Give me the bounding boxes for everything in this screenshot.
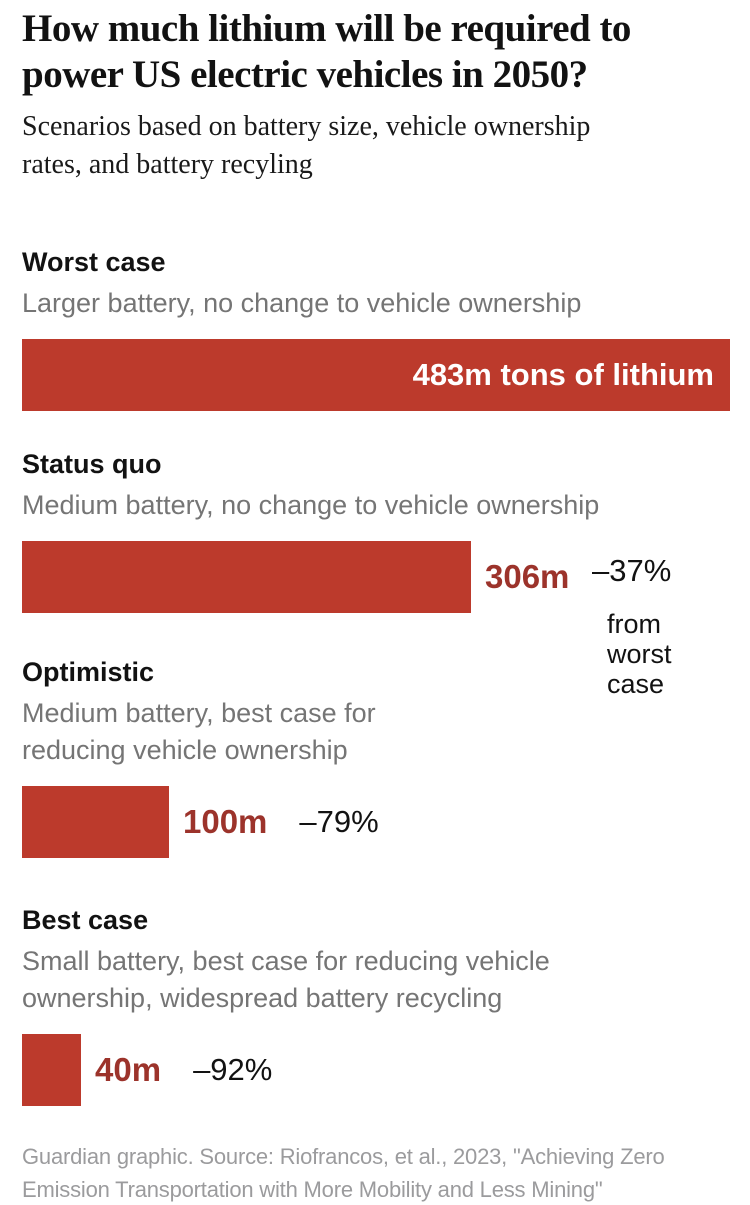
scenario-description: Medium battery, no change to vehicle own… bbox=[22, 487, 730, 524]
scenario-best-case: Best case Small battery, best case for r… bbox=[22, 904, 730, 1106]
bar-value-label: 483m tons of lithium bbox=[412, 357, 714, 392]
scenario-description-line: Small battery, best case for reducing ve… bbox=[22, 946, 550, 976]
chart-subtitle-line-1: Scenarios based on battery size, vehicle… bbox=[22, 111, 591, 142]
chart-title: How much lithium will be required to pow… bbox=[22, 6, 734, 98]
value-bar-worst-case: 483m tons of lithium bbox=[22, 339, 730, 411]
percent-change-qualifier: from worst case bbox=[592, 609, 732, 699]
scenario-heading: Worst case bbox=[22, 247, 166, 277]
scenario-heading: Optimistic bbox=[22, 657, 155, 687]
value-bar-best-case bbox=[22, 1034, 81, 1106]
scenario-status-quo: Status quo Medium battery, no change to … bbox=[22, 448, 730, 613]
scenario-description: Small battery, best case for reducing ve… bbox=[22, 943, 730, 1017]
scenario-description-line: Larger battery, no change to vehicle own… bbox=[22, 288, 582, 318]
scenario-optimistic: Optimistic Medium battery, best case for… bbox=[22, 656, 730, 858]
percent-change-note: –37% from worst case bbox=[592, 553, 732, 700]
scenario-description-line: ownership, widespread battery recycling bbox=[22, 983, 503, 1013]
percent-change-label: –92% bbox=[193, 1052, 273, 1087]
chart-title-line-1: How much lithium will be required to bbox=[22, 7, 631, 50]
bar-value-label: 306m bbox=[485, 558, 570, 595]
bar-value-label: 100m bbox=[183, 803, 268, 840]
source-caption: Guardian graphic. Source: Riofrancos, et… bbox=[22, 1140, 750, 1205]
chart-subtitle-line-2: rates, and battery recyling bbox=[22, 149, 313, 180]
scenario-description: Larger battery, no change to vehicle own… bbox=[22, 285, 730, 322]
chart-title-line-2: power US electric vehicles in 2050? bbox=[22, 53, 588, 96]
percent-change-label: –79% bbox=[299, 804, 379, 839]
bar-row: 483m tons of lithium bbox=[22, 339, 730, 411]
bar-value-label: 40m bbox=[95, 1051, 162, 1088]
value-bar-status-quo bbox=[22, 541, 471, 613]
qualifier-line: from bbox=[607, 609, 661, 639]
bar-row: 306m bbox=[22, 541, 730, 613]
value-bar-optimistic bbox=[22, 786, 169, 858]
scenario-worst-case: Worst case Larger battery, no change to … bbox=[22, 246, 730, 411]
qualifier-line: case bbox=[607, 669, 665, 699]
bar-row: 40m –92% bbox=[22, 1034, 730, 1106]
source-caption-line: Emission Transportation with More Mobili… bbox=[22, 1177, 603, 1202]
percent-change-label: –37% bbox=[592, 553, 672, 588]
chart-subtitle: Scenarios based on battery size, vehicle… bbox=[22, 108, 734, 184]
source-caption-line: Guardian graphic. Source: Riofrancos, et… bbox=[22, 1144, 665, 1169]
scenario-heading: Status quo bbox=[22, 449, 162, 479]
scenario-description-line: reducing vehicle ownership bbox=[22, 735, 348, 765]
scenario-description-line: Medium battery, no change to vehicle own… bbox=[22, 490, 600, 520]
scenario-heading: Best case bbox=[22, 905, 149, 935]
scenario-description: Medium battery, best case for reducing v… bbox=[22, 695, 730, 769]
scenario-description-line: Medium battery, best case for bbox=[22, 698, 376, 728]
qualifier-line: worst bbox=[607, 639, 672, 669]
bar-row: 100m –79% bbox=[22, 786, 730, 858]
